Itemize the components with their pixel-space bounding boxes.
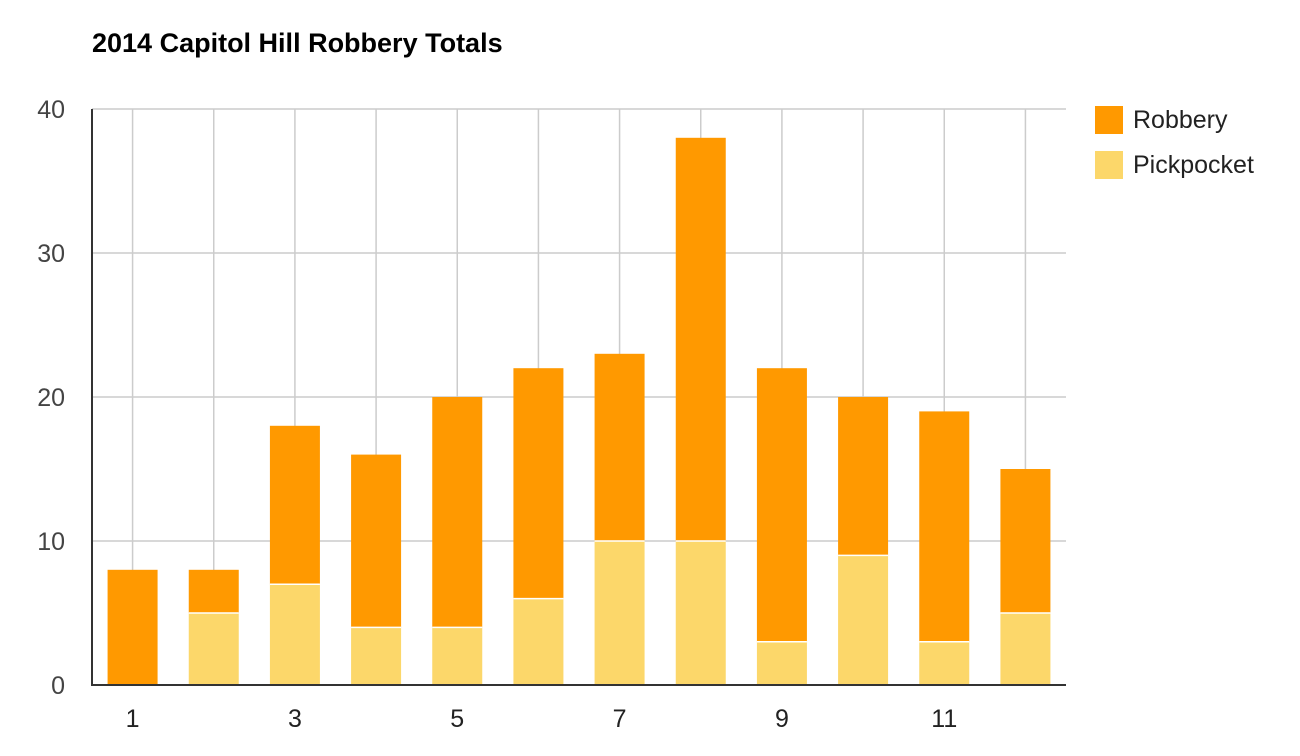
x-tick-label: 11: [931, 705, 957, 733]
bar-robbery-6: [513, 368, 564, 599]
legend: Robbery Pickpocket: [1095, 105, 1254, 195]
x-tick-label: 3: [288, 705, 302, 733]
bar-robbery-11: [919, 411, 970, 642]
bar-chart: 0 10 20 30 40 1 3 5 7 9 11: [37, 96, 1066, 733]
bar-pickpocket-6: [513, 598, 564, 685]
y-tick-label: 0: [51, 672, 65, 700]
bar-pickpocket-3: [269, 584, 320, 685]
legend-item-robbery[interactable]: Robbery: [1095, 105, 1254, 135]
bar-robbery-8: [675, 137, 726, 542]
y-tick-label: 30: [37, 240, 65, 268]
bar-robbery-12: [1000, 469, 1051, 613]
bar-pickpocket-9: [756, 641, 807, 685]
bar-pickpocket-11: [919, 641, 970, 685]
bar-pickpocket-12: [1000, 613, 1051, 685]
legend-swatch-robbery: [1095, 106, 1123, 134]
x-tick-label: 5: [450, 705, 464, 733]
legend-label-robbery: Robbery: [1133, 105, 1228, 134]
bar-pickpocket-10: [838, 555, 889, 685]
bar-pickpocket-2: [188, 613, 239, 685]
bar-robbery-2: [188, 569, 239, 613]
bar-robbery-3: [269, 425, 320, 585]
legend-item-pickpocket[interactable]: Pickpocket: [1095, 150, 1254, 180]
bar-pickpocket-7: [594, 541, 645, 685]
bar-robbery-4: [351, 454, 402, 628]
bar-pickpocket-5: [432, 627, 483, 685]
bar-pickpocket-4: [351, 627, 402, 685]
x-tick-label: 9: [775, 705, 789, 733]
bar-robbery-9: [756, 368, 807, 642]
y-tick-label: 20: [37, 384, 65, 412]
y-tick-label: 10: [37, 528, 65, 556]
bar-pickpocket-8: [675, 541, 726, 685]
bar-robbery-7: [594, 353, 645, 541]
legend-swatch-pickpocket: [1095, 151, 1123, 179]
bar-robbery-10: [838, 397, 889, 556]
bar-robbery-5: [432, 397, 483, 628]
x-tick-label: 7: [613, 705, 627, 733]
x-tick-label: 1: [126, 705, 140, 733]
chart-title: 2014 Capitol Hill Robbery Totals: [92, 28, 503, 58]
legend-label-pickpocket: Pickpocket: [1133, 150, 1254, 179]
y-tick-label: 40: [37, 96, 65, 124]
bar-robbery-1: [107, 569, 158, 685]
